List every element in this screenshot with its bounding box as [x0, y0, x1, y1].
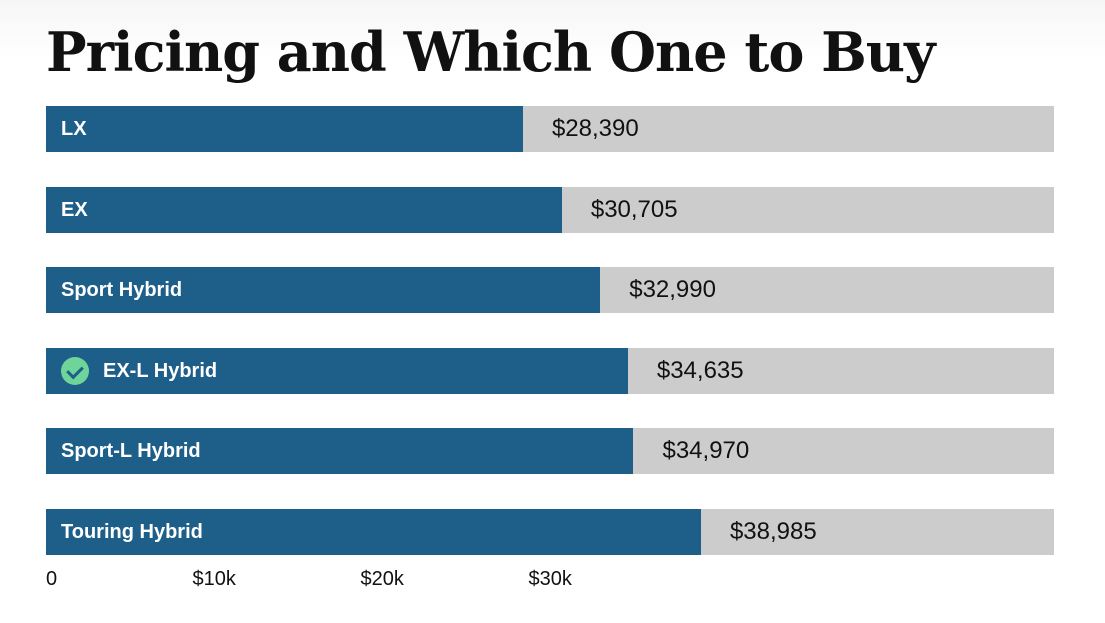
x-tick-label: $10k [192, 568, 236, 590]
bar-row: LX $28,390 [46, 106, 1054, 152]
bar [46, 186, 562, 233]
value-label: $28,390 [551, 115, 639, 142]
value-label: $34,635 [656, 356, 744, 384]
bar-row: Touring Hybrid $38,985 [46, 508, 1054, 555]
category-label: Sport Hybrid [61, 267, 182, 313]
category-label: Sport-L Hybrid [61, 428, 201, 474]
category-label-text: Sport-L Hybrid [61, 440, 201, 462]
category-label: LX [61, 106, 87, 152]
bar-row: Sport Hybrid $32,990 [46, 267, 1054, 313]
value-label: $34,970 [662, 437, 750, 464]
bar [46, 347, 628, 394]
category-label-text: EX-L Hybrid [103, 359, 218, 382]
category-label: EX [61, 187, 88, 233]
bar [46, 267, 601, 313]
value-label: $38,985 [729, 517, 817, 545]
check-circle-icon [61, 356, 89, 385]
x-tick-label: $30k [528, 568, 572, 590]
bar-row: Sport-L Hybrid $34,970 [46, 428, 1054, 474]
bar [46, 508, 701, 555]
category-label-text: Touring Hybrid [61, 520, 203, 543]
chart-title: Pricing and Which One to Buy [46, 20, 935, 84]
bar [46, 428, 634, 474]
value-label: $30,705 [590, 195, 678, 223]
value-label: $32,990 [629, 276, 716, 303]
bar-row: EX $30,705 [46, 186, 1054, 233]
bar [46, 106, 523, 152]
category-label: EX-L Hybrid [61, 348, 217, 394]
category-label: Touring Hybrid [61, 509, 203, 555]
category-label-text: LX [61, 118, 87, 140]
bar-row: EX-L Hybrid $34,635 [46, 347, 1054, 394]
x-tick-label: $20k [360, 568, 404, 590]
x-tick-label: 0 [46, 568, 58, 590]
category-label-text: Sport Hybrid [61, 279, 183, 301]
category-label-text: EX [61, 198, 88, 221]
